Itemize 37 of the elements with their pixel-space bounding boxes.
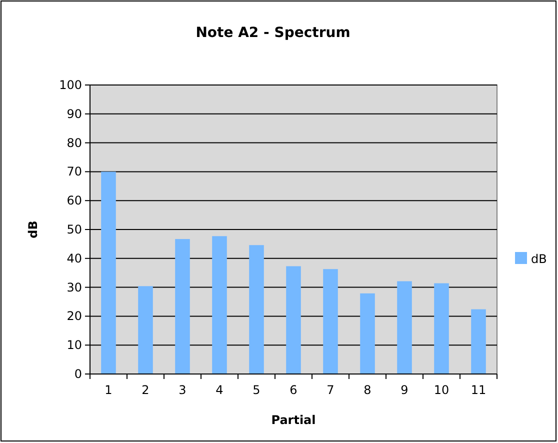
x-tick-label: 1 bbox=[104, 383, 112, 397]
y-tick-label: 80 bbox=[66, 136, 82, 150]
x-tick-label: 3 bbox=[178, 383, 186, 397]
x-tick-label: 2 bbox=[142, 383, 150, 397]
bar bbox=[101, 172, 116, 374]
bar bbox=[397, 281, 412, 374]
y-tick-label: 10 bbox=[66, 338, 82, 352]
y-tick-label: 70 bbox=[66, 164, 82, 179]
bar bbox=[212, 236, 227, 374]
bar bbox=[360, 293, 375, 374]
bar bbox=[249, 245, 264, 374]
bar bbox=[471, 309, 486, 374]
chart-title: Note A2 - Spectrum bbox=[196, 25, 350, 41]
y-tick-label: 40 bbox=[66, 251, 82, 266]
bar bbox=[175, 239, 190, 374]
x-tick-label: 8 bbox=[364, 383, 372, 397]
y-tick-label: 100 bbox=[59, 78, 82, 92]
bar bbox=[434, 283, 449, 374]
bar bbox=[323, 269, 338, 374]
y-tick-label: 30 bbox=[66, 280, 82, 294]
x-tick-label: 7 bbox=[326, 383, 334, 397]
y-axis-title: dB bbox=[26, 220, 40, 238]
bar bbox=[138, 286, 153, 374]
legend-label: dB bbox=[531, 252, 547, 266]
x-tick-label: 9 bbox=[400, 383, 408, 397]
y-tick-label: 0 bbox=[74, 367, 82, 381]
x-tick-label: 4 bbox=[216, 383, 224, 397]
bar bbox=[286, 266, 301, 374]
y-tick-label: 90 bbox=[66, 106, 82, 121]
y-tick-label: 20 bbox=[66, 309, 82, 324]
x-tick-label: 11 bbox=[470, 383, 486, 397]
x-tick-label: 10 bbox=[434, 383, 450, 397]
y-tick-label: 60 bbox=[66, 194, 82, 208]
y-tick-label: 50 bbox=[66, 222, 82, 236]
x-tick-label: 5 bbox=[252, 383, 260, 397]
x-tick-label: 6 bbox=[290, 383, 298, 397]
x-axis-title: Partial bbox=[271, 413, 316, 427]
